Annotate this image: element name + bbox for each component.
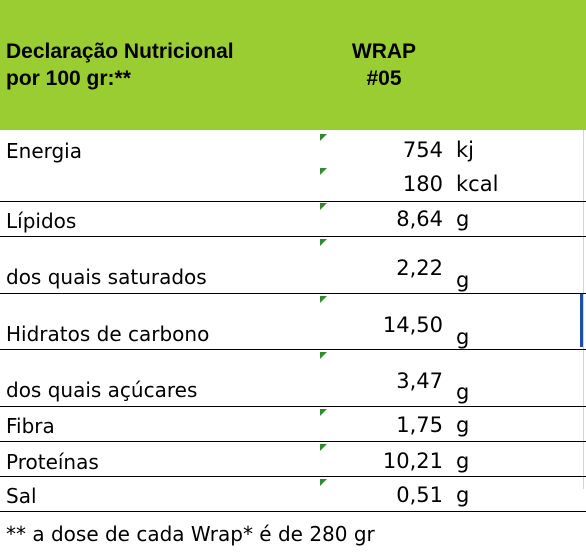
cell-marker-icon	[320, 168, 327, 175]
row-value-energia-kj[interactable]: 754	[402, 138, 443, 162]
cell-marker-icon	[320, 134, 327, 141]
selected-cell-border	[580, 294, 583, 347]
title-line-1: Declaração Nutricional	[6, 40, 234, 63]
row-label-acucares[interactable]: dos quais açúcares	[6, 378, 198, 402]
row-label-lipidos[interactable]: Lípidos	[6, 209, 77, 233]
row-value-saturados[interactable]: 2,22	[396, 256, 443, 280]
cell-marker-icon	[320, 479, 327, 486]
row-divider	[0, 293, 586, 294]
row-unit-saturados[interactable]: g	[456, 268, 470, 292]
row-value-acucares[interactable]: 3,47	[396, 369, 443, 393]
table-header: Declaração Nutricional por 100 gr:** WRA…	[0, 0, 586, 130]
row-unit-sal[interactable]: g	[456, 483, 470, 507]
row-divider	[0, 236, 586, 237]
product-name: WRAP #05	[320, 38, 448, 92]
row-unit-hidratos[interactable]: g	[456, 325, 470, 349]
cell-marker-icon	[320, 444, 327, 451]
product-line-1: WRAP	[351, 40, 417, 63]
row-divider	[0, 476, 586, 477]
row-unit-lipidos[interactable]: g	[456, 207, 470, 231]
cell-marker-icon	[320, 409, 327, 416]
row-value-lipidos[interactable]: 8,64	[396, 207, 443, 231]
row-value-proteinas[interactable]: 10,21	[382, 449, 443, 473]
row-label-fibra[interactable]: Fibra	[6, 414, 55, 438]
table-title: Declaração Nutricional por 100 gr:**	[6, 38, 234, 92]
row-unit-proteinas[interactable]: g	[456, 449, 470, 473]
column-border	[583, 130, 584, 489]
row-divider	[0, 201, 586, 202]
row-divider	[0, 406, 586, 407]
cell-marker-icon	[320, 352, 327, 359]
product-line-2: #05	[366, 67, 402, 90]
row-unit-fibra[interactable]: g	[456, 413, 470, 437]
cell-marker-icon	[320, 296, 327, 303]
row-unit-energia-kj[interactable]: kj	[456, 138, 474, 162]
row-unit-energia-kcal[interactable]: kcal	[456, 172, 499, 196]
row-value-energia-kcal[interactable]: 180	[402, 172, 443, 196]
row-value-fibra[interactable]: 1,75	[396, 413, 443, 437]
row-divider	[0, 511, 586, 512]
row-label-sal[interactable]: Sal	[6, 484, 37, 508]
cell-marker-icon	[320, 203, 327, 210]
row-divider	[0, 349, 586, 350]
row-label-hidratos[interactable]: Hidratos de carbono	[6, 322, 210, 346]
row-label-energia[interactable]: Energia	[6, 139, 82, 163]
row-value-sal[interactable]: 0,51	[396, 483, 443, 507]
cell-marker-icon	[320, 239, 327, 246]
row-value-hidratos[interactable]: 14,50	[382, 313, 443, 337]
row-unit-acucares[interactable]: g	[456, 380, 470, 404]
title-line-2: por 100 gr:**	[6, 67, 131, 90]
footnote[interactable]: ** a dose de cada Wrap* é de 280 gr	[6, 522, 375, 546]
row-label-proteinas[interactable]: Proteínas	[6, 450, 99, 474]
row-label-saturados[interactable]: dos quais saturados	[6, 265, 207, 289]
row-divider	[0, 441, 586, 442]
